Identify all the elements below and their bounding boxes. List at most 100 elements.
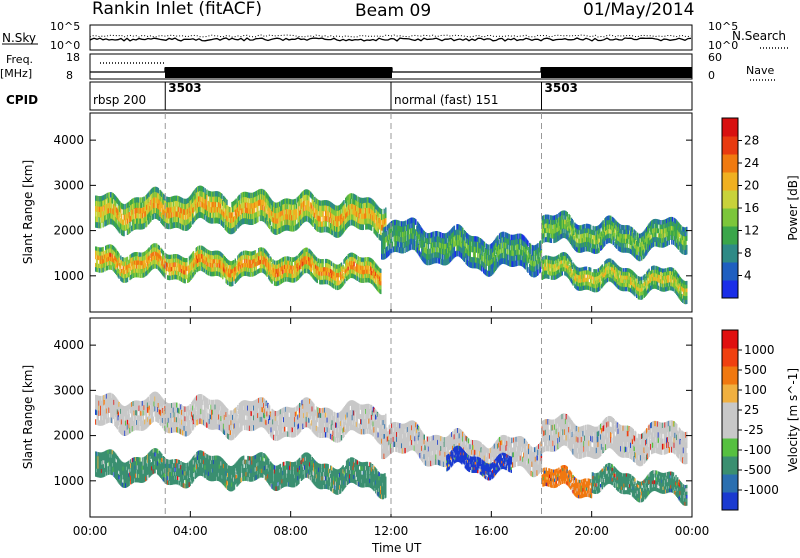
heat-cell bbox=[289, 261, 290, 266]
heat-cell bbox=[123, 220, 124, 226]
nsky-label: N.Sky bbox=[2, 31, 36, 45]
heat-cell bbox=[140, 273, 141, 278]
heat-cell bbox=[275, 273, 276, 278]
heat-cell bbox=[326, 205, 327, 211]
heat-cell bbox=[405, 231, 406, 237]
cpid-label: CPID bbox=[6, 93, 38, 107]
cpid-segment-label: 3503 bbox=[545, 81, 578, 95]
heat-cell bbox=[230, 207, 231, 213]
nave-label: Nave bbox=[746, 64, 774, 77]
heat-cell bbox=[274, 260, 275, 265]
heat-cell bbox=[271, 258, 272, 263]
heat-cell bbox=[547, 224, 548, 229]
heat-cell bbox=[159, 246, 160, 251]
heat-cell bbox=[305, 269, 306, 274]
heat-cell bbox=[312, 195, 313, 201]
heat-cell bbox=[258, 211, 259, 217]
heat-cell bbox=[404, 247, 405, 253]
heat-cell bbox=[432, 253, 433, 259]
heat-cell bbox=[533, 251, 534, 257]
heat-cell bbox=[138, 273, 139, 278]
heat-cell bbox=[440, 232, 441, 238]
heat-cell bbox=[153, 214, 154, 220]
heat-cell bbox=[246, 197, 247, 203]
heat-cell bbox=[397, 247, 398, 253]
heat-cell bbox=[514, 256, 515, 262]
heat-cell bbox=[517, 234, 518, 240]
heat-cell bbox=[195, 270, 196, 275]
heat-cell bbox=[325, 280, 326, 285]
heat-cell bbox=[385, 218, 386, 224]
heat-cell bbox=[288, 257, 289, 262]
heat-cell bbox=[403, 248, 404, 254]
nsky-tick-top: 10^5 bbox=[50, 20, 80, 33]
heat-cell bbox=[101, 252, 102, 257]
heat-cell bbox=[385, 213, 386, 219]
heat-cell bbox=[199, 246, 200, 251]
freq-unit: [MHz] bbox=[0, 67, 32, 80]
heat-cell bbox=[244, 259, 245, 264]
heat-cell bbox=[96, 247, 97, 252]
heat-cell bbox=[478, 237, 479, 243]
heat-cell bbox=[209, 202, 210, 208]
heat-cell bbox=[316, 257, 317, 262]
heat-cell bbox=[285, 277, 286, 282]
heat-cell bbox=[178, 207, 179, 213]
heat-cell bbox=[149, 247, 150, 252]
heat-cell bbox=[520, 255, 521, 261]
heat-cell bbox=[569, 215, 570, 220]
heat-cell bbox=[144, 223, 145, 229]
heat-cell bbox=[236, 225, 237, 231]
heat-cell bbox=[205, 188, 206, 194]
heat-cell bbox=[108, 193, 109, 199]
heat-cell bbox=[319, 271, 320, 276]
cpid-segment-label: 3503 bbox=[168, 81, 201, 95]
heat-cell bbox=[118, 258, 119, 263]
heat-cell bbox=[380, 269, 381, 274]
heat-cell bbox=[365, 257, 366, 262]
heat-cell bbox=[232, 281, 233, 286]
heat-cell bbox=[283, 278, 284, 283]
heat-cell bbox=[173, 271, 174, 276]
heat-cell bbox=[398, 242, 399, 248]
heat-cell bbox=[138, 197, 139, 203]
heat-cell bbox=[124, 270, 125, 275]
heat-cell bbox=[186, 258, 187, 263]
heat-cell bbox=[199, 202, 200, 208]
heat-cell bbox=[248, 268, 249, 273]
heat-cell bbox=[380, 230, 381, 236]
heat-cell bbox=[123, 231, 124, 237]
heat-cell bbox=[285, 256, 286, 261]
heat-cell bbox=[185, 215, 186, 221]
heat-cell bbox=[200, 266, 201, 271]
heat-cell bbox=[168, 223, 169, 229]
heat-cell bbox=[203, 187, 204, 193]
heat-cell bbox=[156, 244, 157, 249]
heat-cell bbox=[322, 211, 323, 217]
heat-cell bbox=[164, 269, 165, 274]
heat-cell bbox=[548, 215, 549, 220]
heat-cell bbox=[127, 277, 128, 282]
heat-cell bbox=[320, 216, 321, 222]
heat-cell bbox=[551, 225, 552, 230]
heat-cell bbox=[243, 251, 244, 256]
heat-cell bbox=[363, 208, 364, 214]
heat-cell bbox=[324, 227, 325, 233]
heat-cell bbox=[270, 265, 271, 270]
heat-cell bbox=[293, 226, 294, 232]
heat-cell bbox=[171, 212, 172, 218]
heat-cell bbox=[580, 225, 581, 230]
heat-cell bbox=[519, 239, 520, 245]
heat-cell bbox=[427, 260, 428, 266]
heat-cell bbox=[410, 244, 411, 250]
heat-cell bbox=[326, 216, 327, 222]
heat-cell bbox=[363, 274, 364, 279]
heat-cell bbox=[356, 255, 357, 260]
heat-cell bbox=[172, 267, 173, 272]
heat-cell bbox=[243, 208, 244, 214]
heat-cell bbox=[584, 233, 585, 238]
heat-cell bbox=[173, 258, 174, 263]
heat-cell bbox=[149, 252, 150, 257]
heat-cell bbox=[120, 256, 121, 261]
